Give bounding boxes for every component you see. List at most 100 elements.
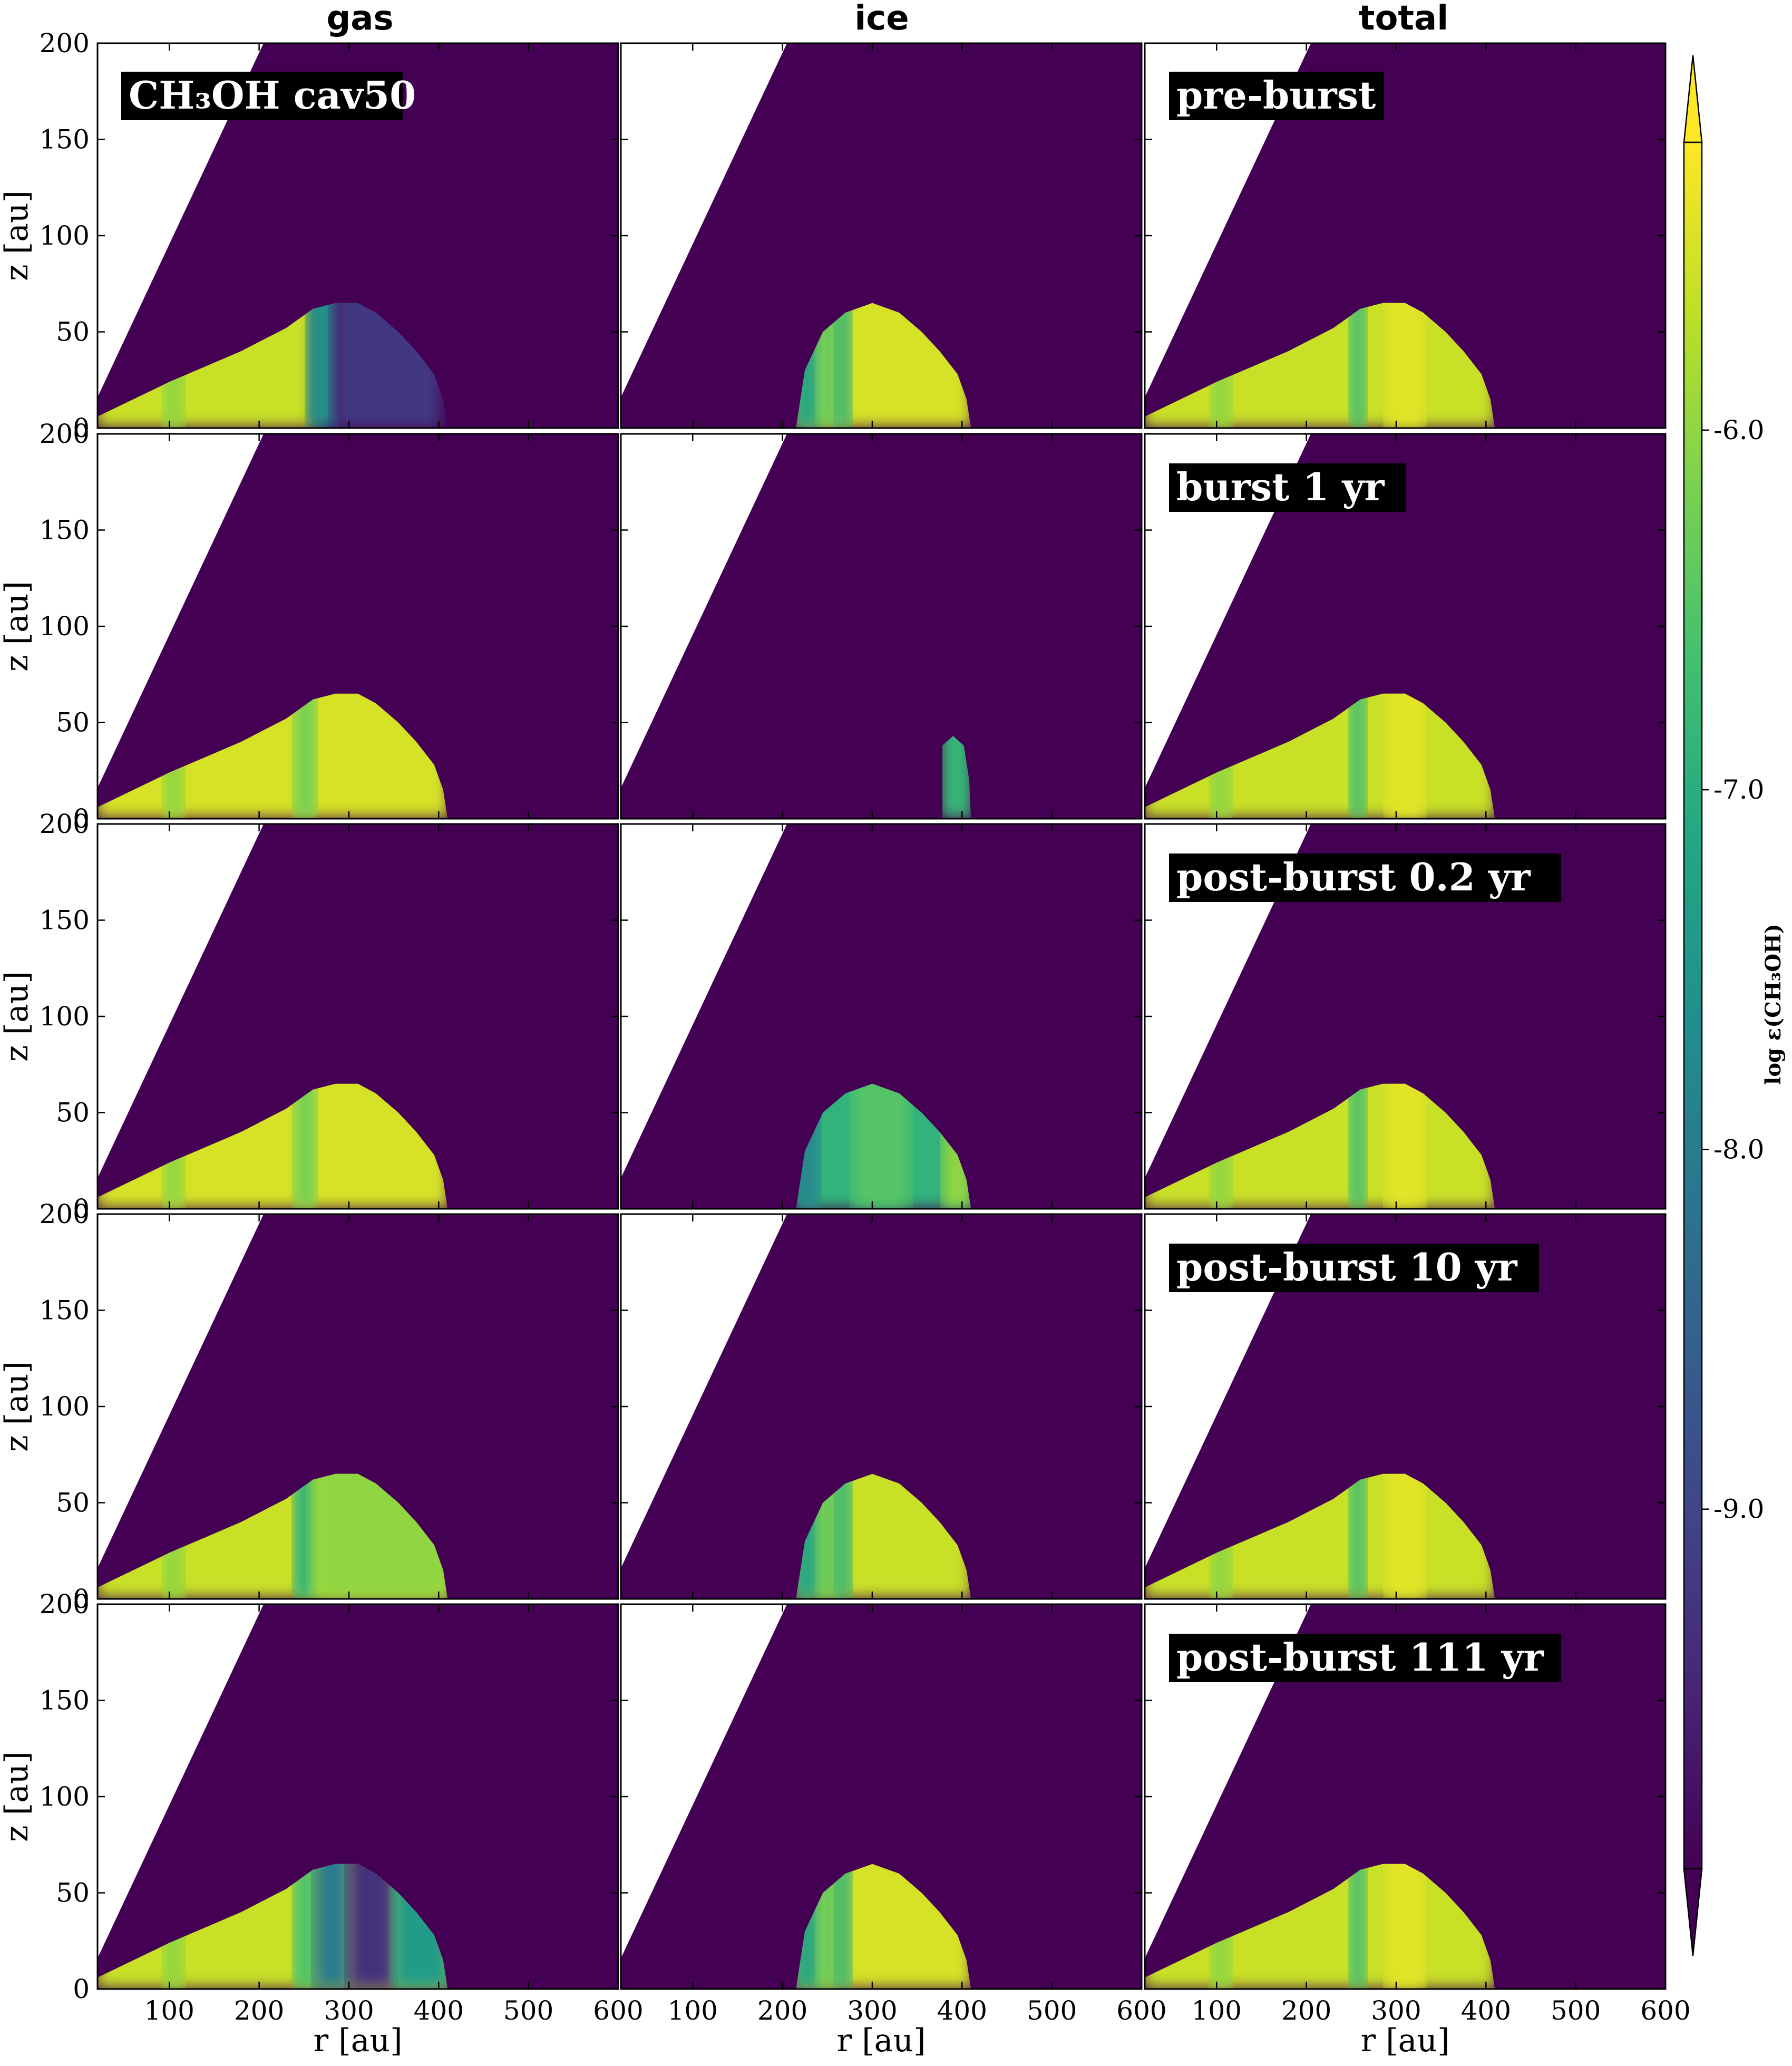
abundance-band xyxy=(834,1473,852,1599)
y-tick-label: 150 xyxy=(40,905,90,936)
abundance-band xyxy=(1349,1083,1367,1209)
outflow-cavity xyxy=(1145,434,1311,788)
panel-ice-row-5 xyxy=(620,1603,1143,1990)
x-tick-label: 500 xyxy=(1551,1995,1601,2026)
x-tick-label: 400 xyxy=(1461,1995,1511,2026)
axis-labels: 0 50 100 150 200 z [au] 0 50 100 150 200 z [au] 0 50 1… xyxy=(0,28,1691,2059)
panel-label: burst 1 yr xyxy=(1176,464,1385,509)
abundance-band xyxy=(1385,1083,1426,1209)
y-tick-label: 100 xyxy=(40,220,90,251)
abundance-band xyxy=(306,303,338,428)
abundance-band xyxy=(1349,1864,1367,1989)
x-axis-label: r [au] xyxy=(314,2022,403,2059)
outflow-cavity xyxy=(1145,1604,1311,1958)
y-tick-label: 200 xyxy=(40,419,90,449)
panel-label-box xyxy=(1169,1244,1539,1292)
y-tick-label: 50 xyxy=(56,1878,90,1908)
x-tick-label: 500 xyxy=(1027,1995,1077,2026)
panel-label: post-burst 0.2 yr xyxy=(1176,855,1531,899)
colorbar-label: log ε(CH₃OH) xyxy=(1761,924,1786,1085)
x-tick-label: 200 xyxy=(234,1995,284,2026)
x-tick-label: 100 xyxy=(144,1995,194,2026)
outflow-cavity xyxy=(621,824,787,1178)
panel-label-box xyxy=(1169,853,1561,902)
abundance-band xyxy=(834,303,852,428)
outflow-cavity xyxy=(621,1214,787,1568)
abundance-band xyxy=(852,1083,911,1209)
outflow-cavity xyxy=(98,1604,264,1958)
y-tick-label: 50 xyxy=(56,707,90,738)
x-tick-label: 600 xyxy=(593,1995,643,2026)
y-tick-label: 0 xyxy=(73,1974,90,2004)
panel-gas-row-2 xyxy=(96,433,619,820)
outflow-cavity xyxy=(1145,1214,1311,1568)
panel-label: pre-burst xyxy=(1176,73,1376,118)
panel-ice-row-2 xyxy=(620,433,1143,820)
colorbar-extend-max xyxy=(1683,55,1703,143)
abundance-band xyxy=(293,1083,317,1209)
abundance-band xyxy=(1349,1473,1367,1599)
y-tick-label: 0 xyxy=(73,803,90,834)
x-tick-label: 200 xyxy=(757,1995,807,2026)
panel-gas-row-3 xyxy=(96,823,619,1210)
outflow-cavity xyxy=(621,1604,787,1958)
x-tick-label: 300 xyxy=(324,1995,374,2026)
column-title-total: total xyxy=(1359,0,1448,38)
panel-ice-row-1 xyxy=(620,42,1143,429)
column-title-ice: ice xyxy=(854,0,909,38)
abundance-band xyxy=(1385,693,1426,819)
colorbar-tick-label: -8.0 xyxy=(1713,1134,1764,1165)
x-tick-label: 300 xyxy=(1371,1995,1421,2026)
outflow-cavity xyxy=(98,43,264,397)
abundance-band xyxy=(1349,693,1367,819)
x-tick-label: 500 xyxy=(503,1995,553,2026)
abundance-band xyxy=(1385,1864,1426,1989)
y-axis-label: z [au] xyxy=(0,190,35,281)
y-tick-label: 50 xyxy=(56,1488,90,1518)
y-tick-label: 100 xyxy=(40,1391,90,1422)
panel-gas-row-5 xyxy=(96,1603,619,1990)
outflow-cavity xyxy=(98,824,264,1178)
panel-grid xyxy=(96,42,1667,1990)
x-tick-label: 100 xyxy=(1192,1995,1242,2026)
outflow-cavity xyxy=(1145,824,1311,1178)
x-tick-label: 400 xyxy=(414,1995,464,2026)
panel-label: CH₃OH cav50 xyxy=(129,73,416,118)
y-tick-label: 150 xyxy=(40,124,90,155)
y-tick-label: 50 xyxy=(56,1098,90,1128)
column-titles: gas ice total xyxy=(326,0,1448,38)
y-tick-label: 0 xyxy=(73,413,90,443)
y-axis-label: z [au] xyxy=(0,1751,35,1842)
outflow-cavity xyxy=(1145,43,1311,397)
panel-ice-row-3 xyxy=(620,823,1143,1210)
y-tick-label: 0 xyxy=(73,1584,90,1614)
colorbar-gradient xyxy=(1683,141,1703,1870)
panel-label: post-burst 111 yr xyxy=(1176,1635,1544,1680)
x-tick-label: 100 xyxy=(668,1995,718,2026)
abundance-band xyxy=(293,693,317,819)
y-tick-label: 150 xyxy=(40,1295,90,1326)
y-tick-label: 200 xyxy=(40,28,90,59)
panel-label-box xyxy=(1169,72,1384,120)
abundance-band xyxy=(346,1864,396,1989)
panel-label: post-burst 10 yr xyxy=(1176,1245,1518,1289)
panel-labels: CH₃OH cav50 pre-burst burst 1 yr post-burst… xyxy=(121,72,1561,1682)
colorbar-tick-label: -7.0 xyxy=(1713,774,1764,805)
colorbar: -6.0 -7.0 -8.0 -9.0 log ε(CH₃OH) xyxy=(1683,55,1786,1956)
x-axis-label: r [au] xyxy=(837,2022,926,2059)
y-tick-label: 0 xyxy=(73,1194,90,1224)
abundance-band xyxy=(313,1864,351,1989)
abundance-band xyxy=(1385,303,1426,428)
panel-total-row-5 xyxy=(1144,1603,1667,1990)
y-axis-label: z [au] xyxy=(0,581,35,672)
colorbar-tick-label: -9.0 xyxy=(1713,1494,1764,1525)
y-tick-label: 100 xyxy=(40,611,90,642)
x-tick-label: 200 xyxy=(1281,1995,1331,2026)
outflow-cavity xyxy=(98,1214,264,1568)
x-tick-label: 600 xyxy=(1640,1995,1690,2026)
abundance-band xyxy=(834,1864,852,1989)
x-axis-label: r [au] xyxy=(1361,2022,1450,2059)
colorbar-extend-min xyxy=(1683,1868,1703,1956)
panel-gas-row-4 xyxy=(96,1213,619,1600)
y-tick-label: 150 xyxy=(40,515,90,546)
